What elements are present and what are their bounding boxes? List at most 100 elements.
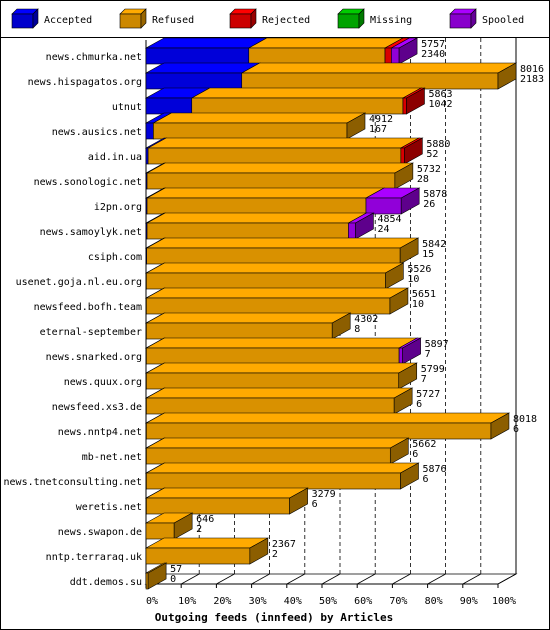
legend-swatch bbox=[449, 13, 472, 29]
legend-swatch bbox=[337, 13, 360, 29]
legend-label: Missing bbox=[370, 15, 412, 26]
y-axis-labels: news.chmurka.net news.hispagatos.org utnut… bbox=[4, 52, 142, 588]
x-tick-label: 60% bbox=[354, 596, 372, 607]
floor-line bbox=[462, 573, 481, 585]
bar-segment bbox=[402, 97, 407, 115]
bar-offered-label: 5732 bbox=[417, 164, 441, 175]
bar-segment bbox=[391, 47, 400, 65]
bar-segment bbox=[146, 422, 492, 440]
bar-segment bbox=[146, 272, 386, 290]
legend-swatch bbox=[229, 13, 252, 29]
bar-segment bbox=[145, 47, 250, 65]
bar-end-face bbox=[394, 162, 414, 190]
bar-segment-top bbox=[190, 87, 423, 99]
bar-end-face bbox=[331, 312, 351, 340]
category-label: mb-net.net bbox=[82, 452, 142, 463]
floor-line bbox=[251, 573, 270, 585]
legend-item: Missing bbox=[337, 8, 412, 29]
legend-swatch-side bbox=[250, 8, 257, 29]
x-axis-title: Outgoing feeds (innfeed) by Articles bbox=[155, 611, 393, 624]
bar-end-face bbox=[147, 562, 167, 590]
legend-label: Rejected bbox=[262, 15, 310, 26]
bar-offered-label: 5842 bbox=[422, 239, 446, 250]
bar-accepted-label: 0 bbox=[170, 574, 176, 585]
bar-segment-top bbox=[145, 237, 420, 249]
bar-accepted-label: 2 bbox=[196, 524, 202, 535]
bar-offered-label: 8016 bbox=[520, 64, 544, 75]
bar-accepted-label: 6 bbox=[312, 499, 318, 510]
bar-segment bbox=[145, 147, 149, 165]
floor-line bbox=[286, 573, 305, 585]
bar-offered-label: 5863 bbox=[428, 89, 452, 100]
bar-accepted-label: 2 bbox=[272, 549, 278, 560]
bar-accepted-label: 7 bbox=[425, 349, 431, 360]
category-label: csiph.com bbox=[88, 252, 142, 263]
bar-segment-top bbox=[240, 62, 518, 74]
plot-area: 5757234080162183586310424912167588052573… bbox=[144, 37, 544, 590]
bar-offered-label: 5897 bbox=[425, 339, 449, 350]
legend-swatch bbox=[119, 13, 142, 29]
bar-offered-label: 8018 bbox=[513, 414, 537, 425]
bar-segment bbox=[146, 447, 391, 465]
x-tick-label: 30% bbox=[249, 596, 267, 607]
bar-end-face bbox=[398, 362, 418, 390]
category-label: news.sonologic.net bbox=[34, 177, 142, 188]
bar-accepted-label: 6 bbox=[513, 424, 519, 435]
legend-swatch-side bbox=[140, 8, 147, 29]
bar-accepted-label: 10 bbox=[407, 274, 419, 285]
bar-segment-top bbox=[144, 62, 261, 74]
bar-accepted-label: 52 bbox=[426, 149, 438, 160]
category-label: news.nntp4.net bbox=[58, 427, 142, 438]
floor-line bbox=[497, 573, 517, 585]
bar-end-face bbox=[400, 187, 420, 215]
bar-accepted-label: 2340 bbox=[421, 49, 445, 60]
bar-offered-label: 5662 bbox=[412, 439, 436, 450]
bar-segment-top bbox=[145, 437, 410, 449]
bar-segment bbox=[400, 147, 405, 165]
x-tick-label: 70% bbox=[389, 596, 407, 607]
x-tick-label: 100% bbox=[492, 596, 516, 607]
x-tick-label: 0% bbox=[146, 596, 158, 607]
bar-segment-top bbox=[145, 162, 415, 174]
category-label: news.hispagatos.org bbox=[28, 77, 142, 88]
category-label: news.snarked.org bbox=[46, 352, 142, 363]
bar-offered-label: 57 bbox=[170, 564, 182, 575]
legend-item: Accepted bbox=[11, 8, 92, 29]
bar-end-face bbox=[289, 487, 308, 515]
category-label: aid.in.ua bbox=[88, 152, 142, 163]
legend-swatch bbox=[11, 13, 34, 29]
x-tick-label: 90% bbox=[460, 596, 478, 607]
bar-segment bbox=[153, 122, 348, 140]
bar-segment-top bbox=[144, 537, 269, 549]
bar-segment bbox=[398, 347, 403, 365]
bar-end-face bbox=[490, 412, 510, 440]
bar-segment-top bbox=[247, 37, 405, 49]
bar-accepted-label: 24 bbox=[377, 224, 389, 235]
floor-line bbox=[392, 573, 411, 585]
bar-segment bbox=[146, 172, 396, 190]
bar-segment bbox=[365, 197, 402, 215]
category-label: news.tnetconsulting.net bbox=[4, 477, 142, 488]
bar-segment bbox=[241, 72, 499, 90]
bar-offered-label: 646 bbox=[196, 514, 214, 525]
bar-segment-top bbox=[145, 287, 410, 299]
legend-item: Refused bbox=[119, 8, 194, 29]
bar-accepted-label: 2183 bbox=[520, 74, 544, 85]
bar-segment-top bbox=[144, 37, 268, 49]
bar-end-face bbox=[346, 112, 366, 140]
bar-accepted-label: 8 bbox=[354, 324, 360, 335]
bar-segment-top bbox=[145, 462, 420, 474]
bar-accepted-label: 7 bbox=[421, 374, 427, 385]
bar-segment bbox=[145, 97, 193, 115]
x-tick-label: 40% bbox=[284, 596, 302, 607]
category-label: newsfeed.bofh.team bbox=[34, 302, 142, 313]
x-tick-label: 20% bbox=[213, 596, 231, 607]
bar-offered-label: 5799 bbox=[421, 364, 445, 375]
